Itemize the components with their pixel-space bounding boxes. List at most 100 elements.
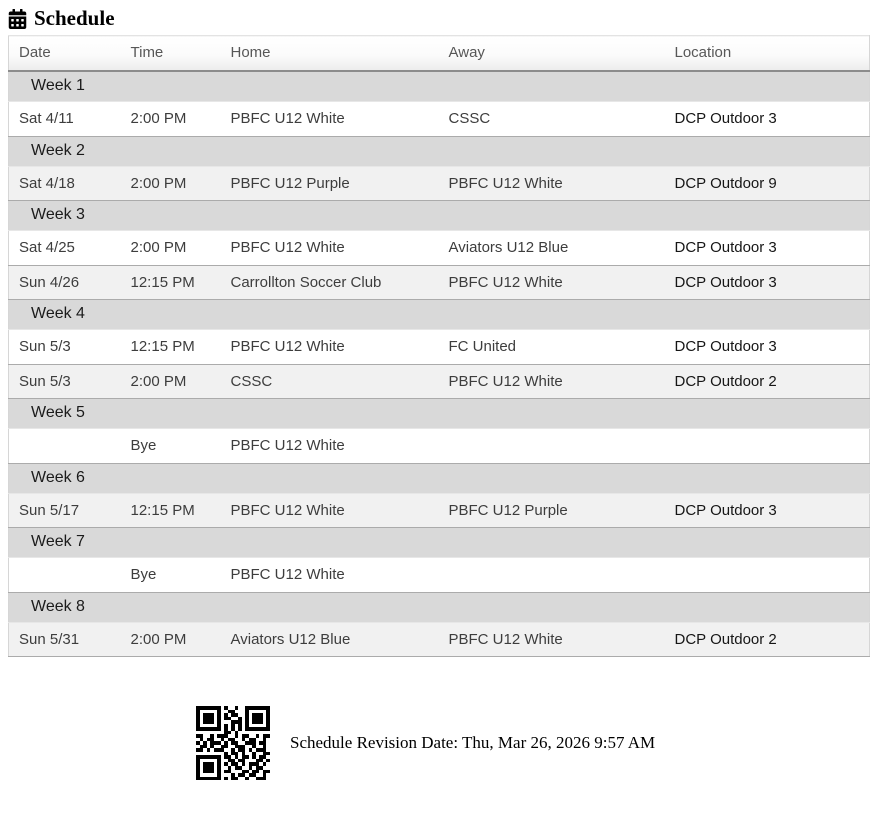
game-location-cell: DCP Outdoor 3 <box>664 230 870 266</box>
game-row: Sun 5/17 12:15 PM PBFC U12 White PBFC U1… <box>8 493 870 529</box>
column-header-away: Away <box>438 35 665 73</box>
game-date-cell: Sat 4/11 <box>8 101 121 137</box>
game-away-cell: Aviators U12 Blue <box>438 230 665 266</box>
game-home-team: PBFC U12 White <box>230 566 345 584</box>
column-header-home: Home <box>220 35 439 73</box>
game-row: Sun 5/3 2:00 PM CSSC PBFC U12 White DCP … <box>8 364 870 400</box>
game-location-cell <box>664 428 870 464</box>
week-label: Week 3 <box>8 200 870 232</box>
game-time-cell: 2:00 PM <box>120 364 221 400</box>
week-label: Week 2 <box>8 136 870 167</box>
game-row: Bye PBFC U12 White <box>8 428 870 464</box>
game-location-cell: DCP Outdoor 3 <box>664 329 870 365</box>
week-header-row: Week 3 <box>8 200 870 232</box>
game-row: Sat 4/18 2:00 PM PBFC U12 Purple PBFC U1… <box>8 166 870 202</box>
game-away-cell: PBFC U12 White <box>438 265 665 301</box>
game-row: Sat 4/11 2:00 PM PBFC U12 White CSSC DCP… <box>8 101 870 137</box>
column-header-time: Time <box>120 35 221 73</box>
schedule-table-body: Week 1 Sat 4/11 2:00 PM PBFC U12 White C… <box>8 71 870 658</box>
game-home-team: PBFC U12 White <box>230 338 345 356</box>
game-home-cell: PBFC U12 White <box>220 101 439 137</box>
game-date-cell: Sun 5/3 <box>8 329 121 365</box>
game-row: Sat 4/25 2:00 PM PBFC U12 White Aviators… <box>8 230 870 266</box>
game-home-cell: PBFC U12 White <box>220 493 439 529</box>
week-label: Week 8 <box>8 592 870 623</box>
week-label: Week 4 <box>8 299 870 331</box>
game-home-cell: PBFC U12 White <box>220 230 439 266</box>
game-home-cell: PBFC U12 White <box>220 557 439 593</box>
page-header: Schedule <box>0 0 880 35</box>
week-header-row: Week 4 <box>8 299 870 331</box>
game-home-cell: Aviators U12 Blue <box>220 622 439 658</box>
game-home-team: Aviators U12 Blue <box>230 630 351 648</box>
game-date-cell <box>8 428 121 464</box>
game-date-cell: Sat 4/25 <box>8 230 121 266</box>
game-date-cell <box>8 557 121 593</box>
week-header-row: Week 6 <box>8 463 870 494</box>
game-location-cell: DCP Outdoor 2 <box>664 622 870 658</box>
week-header-row: Week 2 <box>8 136 870 167</box>
game-date-cell: Sat 4/18 <box>8 166 121 202</box>
game-home-cell: Carrollton Soccer Club <box>220 265 439 301</box>
game-time-cell: Bye <box>120 428 221 464</box>
game-time-cell: 2:00 PM <box>120 622 221 658</box>
game-time-cell: 12:15 PM <box>120 329 221 365</box>
game-home-team: PBFC U12 White <box>230 239 345 257</box>
game-date-cell: Sun 4/26 <box>8 265 121 301</box>
week-header-row: Week 8 <box>8 592 870 623</box>
game-time-cell: 2:00 PM <box>120 166 221 202</box>
game-time-cell: 2:00 PM <box>120 101 221 137</box>
game-away-cell <box>438 557 665 593</box>
week-header-row: Week 1 <box>8 71 870 103</box>
game-row: Sun 5/3 12:15 PM PBFC U12 White FC Unite… <box>8 329 870 365</box>
game-away-cell: PBFC U12 White <box>438 166 665 202</box>
game-home-cell: PBFC U12 White <box>220 329 439 365</box>
game-away-cell <box>438 428 665 464</box>
week-label: Week 7 <box>8 527 870 559</box>
week-label: Week 1 <box>8 71 870 103</box>
game-away-cell: FC United <box>438 329 665 365</box>
game-row: Sun 5/31 2:00 PM Aviators U12 Blue PBFC … <box>8 622 870 658</box>
week-label: Week 5 <box>8 398 870 430</box>
game-row: Bye PBFC U12 White <box>8 557 870 593</box>
calendar-icon <box>8 8 27 29</box>
week-header-row: Week 5 <box>8 398 870 430</box>
game-row: Sun 4/26 12:15 PM Carrollton Soccer Club… <box>8 265 870 301</box>
game-time-cell: 12:15 PM <box>120 265 221 301</box>
game-time-cell: 12:15 PM <box>120 493 221 529</box>
game-location-cell: DCP Outdoor 3 <box>664 101 870 137</box>
game-home-team: PBFC U12 White <box>230 110 345 128</box>
game-location-cell: DCP Outdoor 9 <box>664 166 870 202</box>
game-home-team: PBFC U12 White <box>230 501 345 519</box>
game-date-cell: Sun 5/31 <box>8 622 121 658</box>
game-home-cell: CSSC <box>220 364 439 400</box>
page-title: Schedule <box>34 6 115 30</box>
game-home-team: PBFC U12 Purple <box>230 174 350 192</box>
game-home-cell: PBFC U12 White <box>220 428 439 464</box>
game-time-cell: Bye <box>120 557 221 593</box>
game-away-cell: PBFC U12 Purple <box>438 493 665 529</box>
revision-date-text: Schedule Revision Date: Thu, Mar 26, 202… <box>290 733 656 753</box>
game-away-cell: PBFC U12 White <box>438 622 665 658</box>
game-location-cell: DCP Outdoor 2 <box>664 364 870 400</box>
qr-code-icon <box>196 706 270 781</box>
game-home-team: CSSC <box>230 372 273 390</box>
table-header-row: Date Time Home Away Location <box>8 35 870 73</box>
game-time-cell: 2:00 PM <box>120 230 221 266</box>
column-header-date: Date <box>8 35 121 73</box>
game-away-cell: PBFC U12 White <box>438 364 665 400</box>
schedule-table: Date Time Home Away Location Week 1 Sat … <box>8 35 870 658</box>
game-home-team: Carrollton Soccer Club <box>230 273 382 291</box>
game-date-cell: Sun 5/3 <box>8 364 121 400</box>
game-away-cell: CSSC <box>438 101 665 137</box>
game-location-cell: DCP Outdoor 3 <box>664 493 870 529</box>
week-header-row: Week 7 <box>8 527 870 559</box>
game-location-cell: DCP Outdoor 3 <box>664 265 870 301</box>
footer: Schedule Revision Date: Thu, Mar 26, 202… <box>196 706 880 781</box>
game-date-cell: Sun 5/17 <box>8 493 121 529</box>
game-location-cell <box>664 557 870 593</box>
game-home-cell: PBFC U12 Purple <box>220 166 439 202</box>
game-home-team: PBFC U12 White <box>230 437 345 455</box>
column-header-location: Location <box>664 35 870 73</box>
